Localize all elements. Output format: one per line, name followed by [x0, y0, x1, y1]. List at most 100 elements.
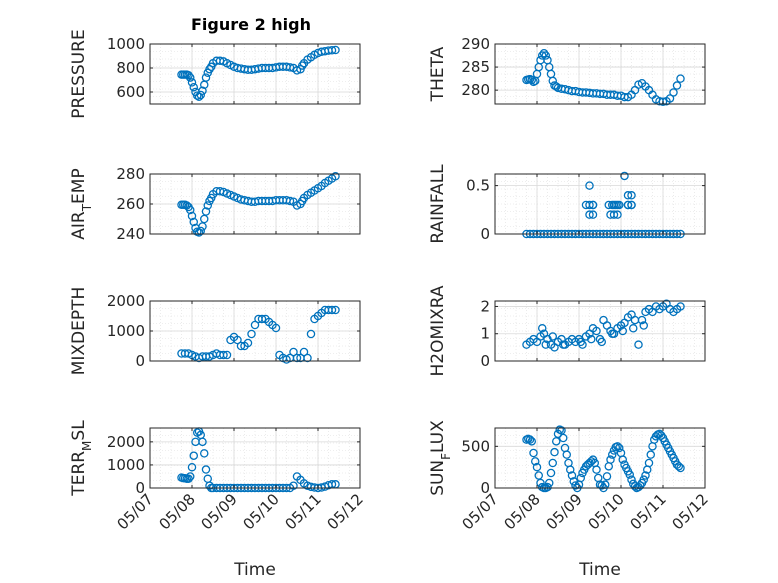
y-tick-label: 1 — [480, 325, 490, 343]
data-point — [567, 471, 577, 480]
data-point — [243, 338, 253, 348]
series-markers — [177, 305, 340, 364]
data-point — [559, 340, 568, 349]
series-markers — [177, 45, 340, 102]
data-point — [587, 334, 596, 344]
data-point — [585, 210, 594, 219]
data-point — [219, 350, 228, 360]
data-point — [550, 447, 559, 457]
data-point — [198, 86, 207, 96]
data-point — [184, 474, 193, 484]
data-point — [576, 337, 586, 347]
figure-title: Figure 2 high — [191, 15, 311, 34]
y-tick-label: 0 — [480, 352, 490, 370]
data-point — [548, 332, 558, 341]
data-point — [546, 468, 556, 478]
data-point — [676, 463, 685, 473]
y-axis-label: SUNFLUX — [428, 420, 453, 496]
subplot-pressure: 600 800 1000 PRESSURE — [69, 29, 361, 119]
y-tick-label: 260 — [116, 195, 145, 213]
data-point — [198, 222, 207, 231]
axes-box — [494, 43, 706, 105]
data-point — [630, 482, 640, 491]
data-point — [545, 478, 554, 488]
data-point — [639, 321, 649, 330]
series-markers — [522, 299, 685, 352]
data-point — [625, 470, 635, 479]
minor-grid — [150, 428, 360, 488]
data-point — [608, 329, 617, 338]
y-axis-label: TERRMSL — [69, 420, 94, 497]
data-point — [644, 458, 654, 468]
data-point — [285, 63, 295, 72]
x-axis-label: Time — [233, 560, 276, 580]
data-point — [201, 465, 211, 474]
data-point — [669, 88, 678, 97]
data-point — [623, 200, 633, 210]
data-point — [559, 433, 568, 443]
y-tick-label: 2 — [480, 297, 490, 315]
y-tick-label: 280 — [116, 165, 145, 183]
data-point — [185, 205, 195, 215]
y-tick-label: 280 — [461, 81, 490, 99]
data-point — [297, 61, 307, 70]
y-axis-label: MIXDEPTH — [69, 287, 89, 376]
data-point — [327, 45, 337, 55]
data-point — [306, 329, 316, 339]
data-point — [187, 462, 197, 472]
data-point — [637, 315, 647, 325]
data-point — [531, 457, 540, 466]
y-axis-label: THETA — [428, 46, 448, 102]
data-point — [618, 326, 628, 336]
data-point — [538, 51, 547, 60]
y-axis-label: H2OMIXRA — [428, 285, 448, 376]
data-point — [597, 481, 607, 490]
data-point — [543, 482, 552, 492]
y-axis-label: RAINFALL — [428, 164, 448, 244]
data-point — [189, 451, 198, 460]
data-point — [192, 91, 202, 100]
data-point — [639, 475, 649, 484]
data-point — [641, 471, 650, 480]
y-tick-label: 1000 — [107, 456, 145, 474]
data-point — [196, 90, 205, 100]
y-tick-label: 0.5 — [466, 177, 490, 195]
data-point — [588, 210, 598, 219]
data-point — [602, 472, 612, 481]
data-point — [552, 82, 561, 91]
data-point — [529, 448, 538, 458]
data-point — [676, 74, 685, 83]
data-point — [222, 350, 232, 360]
data-point — [201, 207, 211, 216]
data-point — [201, 73, 211, 82]
y-axis-label: AIRTEMP — [69, 168, 94, 239]
data-point — [184, 70, 193, 80]
data-point — [552, 437, 561, 446]
data-point — [613, 210, 622, 219]
data-point — [187, 78, 197, 87]
x-axis-label: Time — [578, 560, 621, 580]
data-point — [608, 450, 617, 459]
data-point — [525, 435, 535, 444]
y-tick-label: 600 — [116, 83, 145, 101]
data-point — [534, 471, 544, 480]
y-tick-label: 2000 — [107, 292, 145, 310]
data-point — [185, 73, 195, 82]
major-grid — [495, 301, 705, 361]
data-point — [588, 200, 598, 210]
data-point — [257, 314, 267, 324]
data-point — [609, 200, 619, 210]
data-point — [541, 51, 551, 60]
data-point — [609, 210, 619, 219]
data-point — [634, 340, 643, 349]
data-point — [331, 305, 340, 315]
data-point — [196, 226, 205, 236]
data-point — [532, 462, 542, 472]
minor-grid — [495, 174, 705, 234]
axes-box — [494, 300, 706, 362]
y-tick-label: 2000 — [107, 433, 145, 451]
data-point — [576, 473, 586, 483]
data-point — [331, 171, 340, 181]
data-point — [247, 329, 256, 339]
data-point — [557, 426, 566, 435]
